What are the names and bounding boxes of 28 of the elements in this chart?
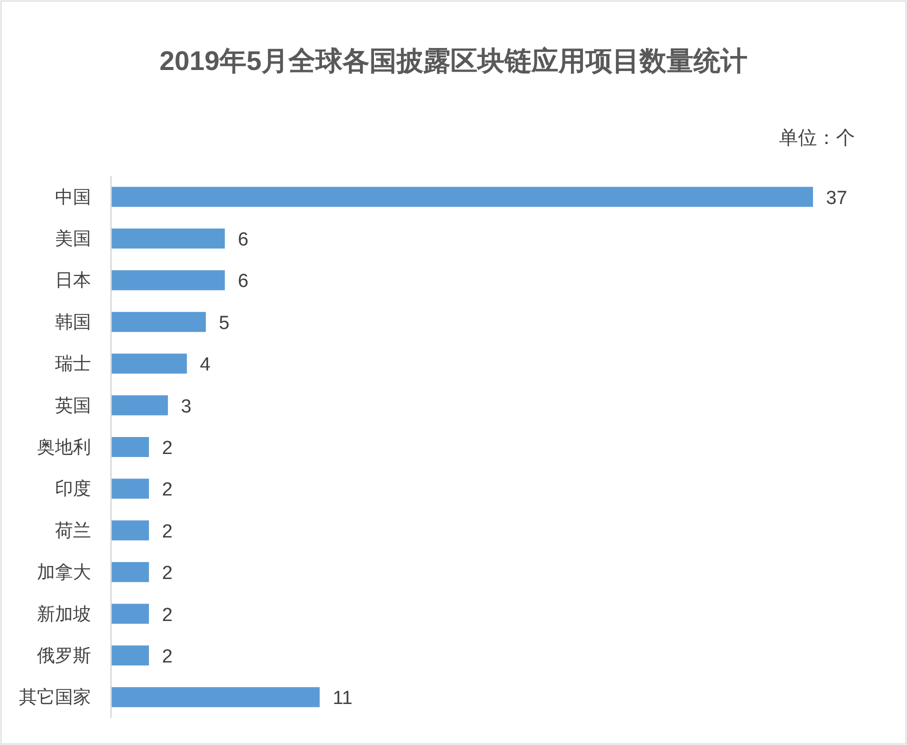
data-label: 2 [162, 646, 173, 668]
title: 2019年5月全球各国披露区块链应用项目数量统计 [159, 46, 748, 76]
category-label: 奥地利 [37, 437, 91, 457]
category-label: 新加坡 [37, 604, 91, 624]
category-label: 日本 [55, 270, 91, 290]
data-label: 5 [218, 312, 230, 334]
category-label: 加拿大 [37, 562, 91, 582]
category-label: 韩国 [55, 312, 91, 332]
category-label: 英国 [55, 395, 91, 416]
category-label: 俄罗斯 [37, 645, 91, 666]
category-label: 其它国家 [19, 687, 91, 708]
data-label: 2 [162, 604, 173, 626]
category-label: 美国 [55, 228, 91, 249]
annotation: 单位：个 [779, 128, 855, 149]
data-label: 2 [162, 480, 173, 501]
data-label: 4 [200, 354, 210, 376]
category-label: 印度 [55, 478, 91, 499]
data-label: 6 [238, 271, 248, 292]
data-label: 2 [162, 438, 173, 459]
data-label: 2 [162, 521, 173, 542]
data-label: 11 [332, 688, 352, 710]
category-label: 荷兰 [55, 520, 91, 540]
data-label: 2 [162, 563, 173, 584]
category-label: 中国 [55, 186, 91, 207]
data-label: 37 [826, 188, 848, 209]
category-label: 瑞士 [55, 354, 91, 374]
data-label: 3 [180, 396, 192, 418]
data-label: 6 [238, 230, 248, 251]
